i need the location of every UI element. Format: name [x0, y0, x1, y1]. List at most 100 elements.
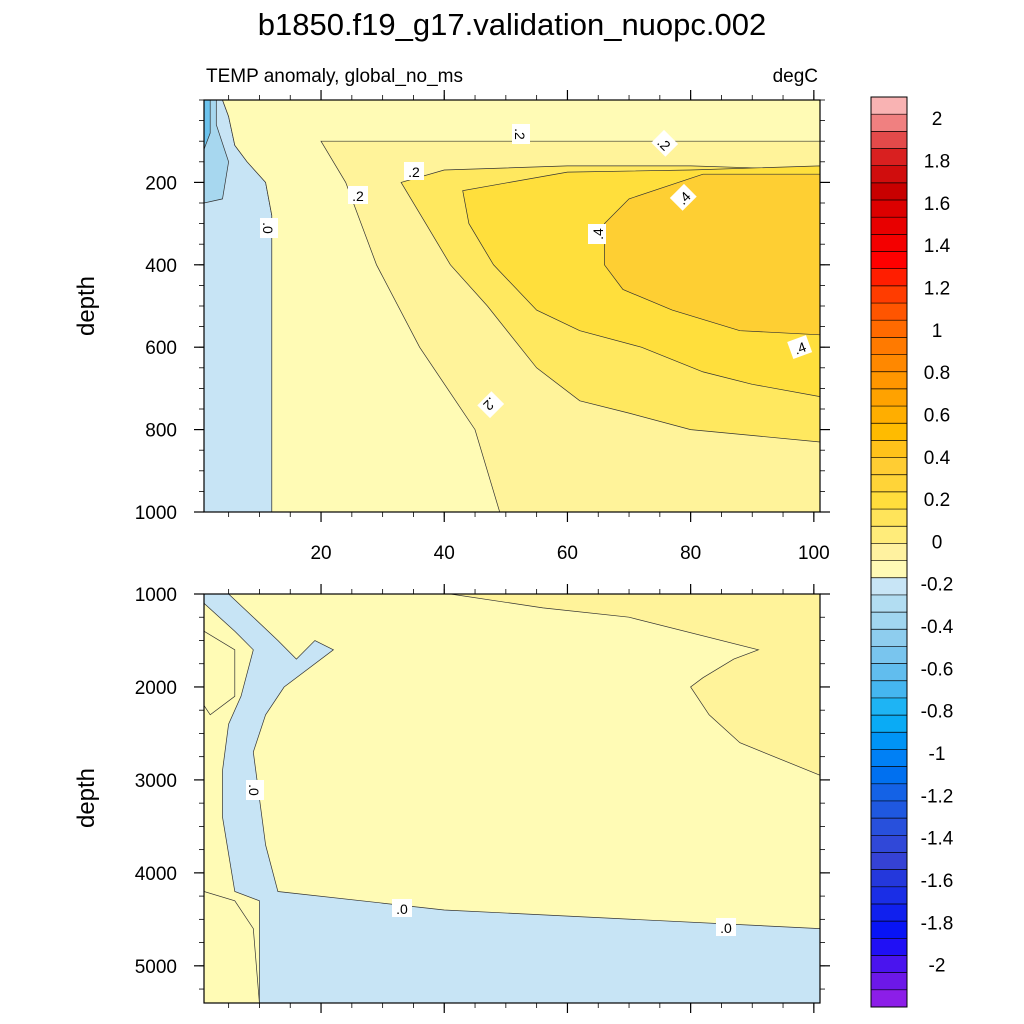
- colorbar-label: -1.6: [921, 871, 954, 892]
- colorbar-label: -1.8: [921, 913, 954, 934]
- colorbar-swatch: [871, 629, 907, 647]
- colorbar-label: 0.4: [924, 448, 951, 469]
- colorbar-swatch: [871, 337, 907, 355]
- colorbar-swatch: [871, 800, 907, 819]
- colorbar-swatch: [871, 903, 907, 922]
- y-tick-label: 4000: [135, 864, 177, 885]
- contour-region--0.1: [204, 594, 820, 1003]
- colorbar-swatch: [871, 234, 907, 252]
- colorbar-swatch: [871, 989, 907, 1008]
- colorbar-swatch: [871, 268, 907, 287]
- colorbar-swatch: [871, 388, 907, 407]
- y-tick-label: 600: [145, 338, 177, 359]
- colorbar-swatch: [871, 303, 907, 321]
- colorbar-swatch: [871, 165, 907, 184]
- colorbar-swatch: [871, 526, 907, 544]
- colorbar-label: 1.6: [924, 194, 950, 215]
- colorbar-label: -1.4: [921, 829, 954, 850]
- colorbar-label: 2: [932, 109, 943, 130]
- y-axis-label: depth: [73, 276, 100, 336]
- colorbar-swatch: [871, 320, 907, 338]
- x-tick-label: 80: [680, 543, 701, 564]
- colorbar-swatch: [871, 251, 907, 269]
- colorbar-swatch: [871, 474, 907, 493]
- colorbar-swatch: [871, 543, 907, 561]
- colorbar-label: 0: [932, 532, 943, 553]
- colorbar-swatch: [871, 766, 907, 785]
- colorbar-label: 1.4: [924, 236, 951, 257]
- colorbar-label: 0.6: [924, 405, 950, 426]
- colorbar-label: -1.2: [921, 786, 954, 807]
- x-tick-label: 20: [310, 543, 331, 564]
- colorbar-swatch: [871, 371, 907, 390]
- colorbar-label: 0.2: [924, 490, 950, 511]
- colorbar-swatch: [871, 852, 907, 870]
- colorbar-label: -0.8: [921, 702, 954, 723]
- colorbar-swatch: [871, 938, 907, 956]
- contour-label: .4: [792, 338, 809, 357]
- colorbar-swatch: [871, 114, 907, 132]
- colorbar-swatch: [871, 182, 907, 201]
- contour-region-0.5: [604, 173, 820, 336]
- colorbar-swatch: [871, 715, 907, 733]
- contour-label: .0: [720, 920, 732, 936]
- contour-label: .2: [512, 128, 528, 140]
- x-tick-label: 40: [434, 543, 455, 564]
- colorbar-swatch: [871, 921, 907, 939]
- colorbar-swatch: [871, 200, 907, 218]
- y-tick-label: 800: [145, 421, 177, 442]
- colorbar-swatch: [871, 217, 907, 235]
- colorbar-swatch: [871, 97, 907, 115]
- y-tick-label: 1000: [135, 503, 177, 524]
- upper-units: degC: [773, 66, 818, 87]
- contour-label: .2: [408, 164, 420, 180]
- colorbar-swatch: [871, 440, 907, 458]
- contour-region-0.3: [450, 594, 820, 776]
- colorbar-swatch: [871, 680, 907, 699]
- colorbar-swatch: [871, 749, 907, 767]
- contour-region-0.1: [204, 630, 236, 716]
- colorbar-swatch: [871, 955, 907, 973]
- colorbar-label: 1.2: [924, 278, 950, 299]
- colorbar-swatch: [871, 732, 907, 750]
- colorbar-swatch: [871, 491, 907, 510]
- colorbar-swatch: [871, 972, 907, 991]
- contour-label: .0: [260, 222, 276, 234]
- y-tick-label: 1000: [135, 585, 177, 606]
- y-tick-label: 3000: [135, 771, 177, 792]
- colorbar-swatch: [871, 148, 907, 166]
- colorbar-swatch: [871, 886, 907, 905]
- colorbar-swatch: [871, 818, 907, 836]
- colorbar-swatch: [871, 423, 907, 441]
- panel-frame: [203, 593, 821, 1004]
- contour-label: .2: [352, 188, 364, 204]
- contour-label: .0: [246, 784, 262, 796]
- y-tick-label: 400: [145, 256, 177, 277]
- contour-label: .4: [590, 228, 606, 240]
- colorbar-swatch: [871, 509, 907, 527]
- contour-region-0.1: [204, 891, 260, 1003]
- contour-region--0.5: [204, 100, 211, 150]
- colorbar-swatch: [871, 646, 907, 664]
- figure-title: b1850.f19_g17.validation_nuopc.002: [258, 7, 767, 42]
- lower-contour-panel: .0 .0 .0 1000 2000 3000 4000 5000 depth: [73, 584, 830, 1013]
- colorbar-swatch: [871, 594, 907, 613]
- colorbar-swatch: [871, 577, 907, 596]
- y-tick-label: 5000: [135, 957, 177, 978]
- colorbar-swatch: [871, 612, 907, 630]
- colorbar-swatch: [871, 783, 907, 802]
- colorbar-swatch: [871, 560, 907, 579]
- colorbar-swatch: [871, 457, 907, 476]
- colorbar-swatch: [871, 835, 907, 853]
- colorbar-swatch: [871, 131, 907, 149]
- colorbar-label: -2: [929, 956, 946, 977]
- colorbar-label: -0.4: [921, 617, 954, 638]
- colorbar-swatch: [871, 285, 907, 304]
- y-tick-label: 2000: [135, 678, 177, 699]
- y-axis-label: depth: [73, 768, 100, 828]
- colorbar-label: 1: [932, 321, 943, 342]
- colorbar-label: -0.2: [921, 575, 954, 596]
- colorbar: 2 1.8 1.6 1.4 1.2 1 0.8 0.6 0.4 0.2 0 -0.2 -0.4 -0.6 -…: [870, 96, 954, 1008]
